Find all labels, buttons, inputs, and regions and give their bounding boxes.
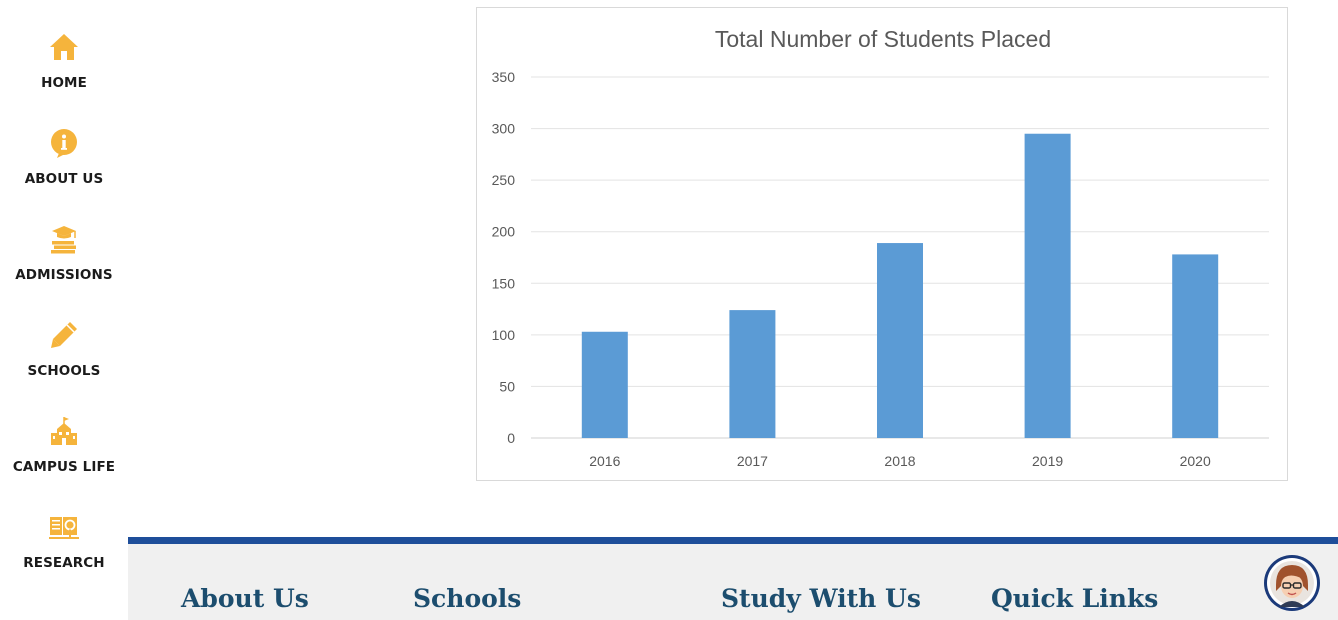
y-tick-label: 350	[492, 69, 516, 85]
chat-assistant-button[interactable]	[1264, 555, 1320, 611]
chat-assistant-avatar-icon	[1267, 558, 1317, 608]
x-tick-label: 2016	[589, 453, 620, 469]
y-tick-label: 200	[492, 224, 516, 240]
sidebar-item-research[interactable]: RESEARCH	[0, 511, 128, 591]
graduation-cap-books-icon	[48, 223, 80, 255]
bar-2020	[1172, 254, 1219, 438]
sidebar-item-schools[interactable]: SCHOOLS	[0, 319, 128, 399]
sidebar-item-label: CAMPUS LIFE	[12, 459, 116, 475]
y-tick-label: 150	[492, 275, 516, 291]
sidebar-item-about-us[interactable]: ABOUT US	[0, 127, 128, 207]
bar-2016	[581, 331, 628, 438]
x-tick-label: 2017	[737, 453, 768, 469]
research-book-icon	[48, 511, 80, 543]
y-tick-label: 100	[492, 327, 516, 343]
info-icon	[48, 127, 80, 159]
home-icon	[48, 31, 80, 63]
pencil-icon	[48, 319, 80, 351]
bar-2018	[877, 243, 923, 438]
x-tick-label: 2020	[1180, 453, 1211, 469]
x-tick-label: 2018	[884, 453, 915, 469]
sidebar-item-campus-life[interactable]: CAMPUS LIFE	[0, 415, 128, 495]
sidebar-item-home[interactable]: HOME	[0, 31, 128, 111]
y-tick-label: 0	[507, 430, 515, 446]
sidebar-item-admissions[interactable]: ADMISSIONS	[0, 223, 128, 303]
footer-heading-schools[interactable]: Schools	[413, 584, 522, 613]
bar-chart-svg: Total Number of Students Placed 0 50 100 15…	[492, 26, 1269, 469]
students-placed-chart: Total Number of Students Placed 0 50 100 15…	[476, 7, 1288, 481]
footer-heading-quick-links[interactable]: Quick Links	[991, 584, 1159, 613]
footer-heading-study-with-us[interactable]: Study With Us	[721, 584, 921, 613]
y-tick-label: 300	[492, 121, 516, 137]
sidebar-item-label: SCHOOLS	[27, 363, 101, 379]
bar-2017	[729, 310, 776, 438]
sidebar-item-label: HOME	[41, 75, 87, 91]
sidebar-item-label: RESEARCH	[23, 555, 105, 571]
footer-heading-about-us[interactable]: About Us	[181, 584, 309, 613]
school-building-icon	[48, 415, 80, 447]
y-tick-label: 50	[499, 378, 515, 394]
sidebar-item-label: ADMISSIONS	[15, 267, 113, 283]
bar-2019	[1024, 133, 1071, 438]
site-footer: About Us Schools Study With Us Quick Lin…	[128, 537, 1338, 620]
sidebar-item-label: ABOUT US	[24, 171, 104, 187]
y-tick-label: 250	[492, 172, 516, 188]
chart-title: Total Number of Students Placed	[715, 26, 1051, 52]
sidebar-nav: HOME ABOUT US ADMISSIONS SCHOOLS CAMPUS …	[0, 0, 128, 620]
x-tick-label: 2019	[1032, 453, 1063, 469]
